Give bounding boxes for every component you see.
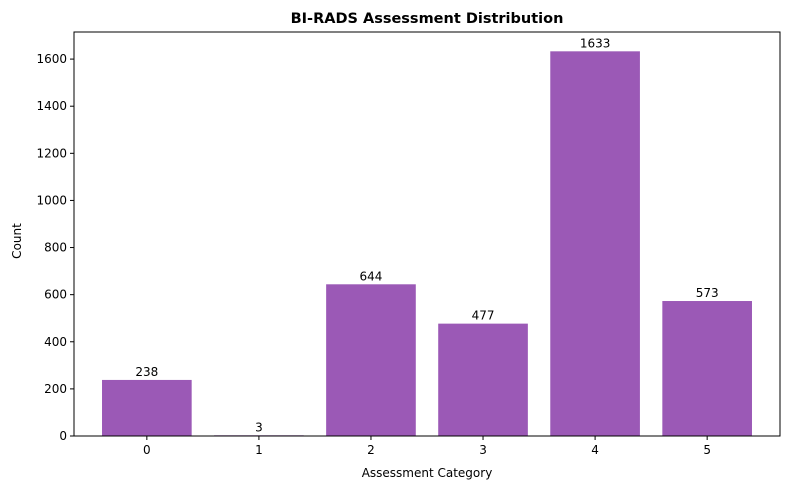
y-axis-label: Count xyxy=(10,223,24,259)
bar-category-3 xyxy=(438,323,528,436)
y-tick-label: 800 xyxy=(44,241,67,255)
x-tick-label: 3 xyxy=(479,443,487,457)
data-label-category-4: 1633 xyxy=(580,36,611,50)
x-tick-label: 0 xyxy=(143,443,151,457)
x-axis-ticks: 0 1 2 3 4 5 xyxy=(143,436,711,457)
data-label-category-5: 573 xyxy=(696,286,719,300)
x-tick-label: 1 xyxy=(255,443,263,457)
chart-title: BI-RADS Assessment Distribution xyxy=(291,11,564,27)
bar-category-2 xyxy=(326,284,416,436)
y-tick-label: 1400 xyxy=(36,99,67,113)
y-tick-label: 200 xyxy=(44,382,67,396)
y-tick-label: 600 xyxy=(44,288,67,302)
data-label-category-2: 644 xyxy=(360,269,383,283)
y-tick-label: 400 xyxy=(44,335,67,349)
y-tick-label: 1000 xyxy=(36,193,67,207)
bars xyxy=(102,51,752,436)
x-tick-label: 5 xyxy=(703,443,711,457)
bar-category-5 xyxy=(662,301,752,436)
x-tick-label: 2 xyxy=(367,443,375,457)
data-label-category-1: 3 xyxy=(255,420,263,434)
data-label-category-0: 238 xyxy=(135,365,158,379)
y-tick-label: 1600 xyxy=(36,52,67,66)
y-tick-label: 1200 xyxy=(36,146,67,160)
bar-category-0 xyxy=(102,379,192,436)
data-labels: 238 3 644 477 1633 573 xyxy=(135,36,718,434)
data-label-category-3: 477 xyxy=(472,309,495,323)
bar-category-4 xyxy=(550,51,640,436)
x-tick-label: 4 xyxy=(591,443,599,457)
y-tick-label: 0 xyxy=(59,429,67,443)
plot-frame xyxy=(73,31,781,437)
y-axis-ticks: 0 200 400 600 800 1000 1200 1400 1600 xyxy=(36,52,74,443)
x-axis-label: Assessment Category xyxy=(362,466,493,480)
